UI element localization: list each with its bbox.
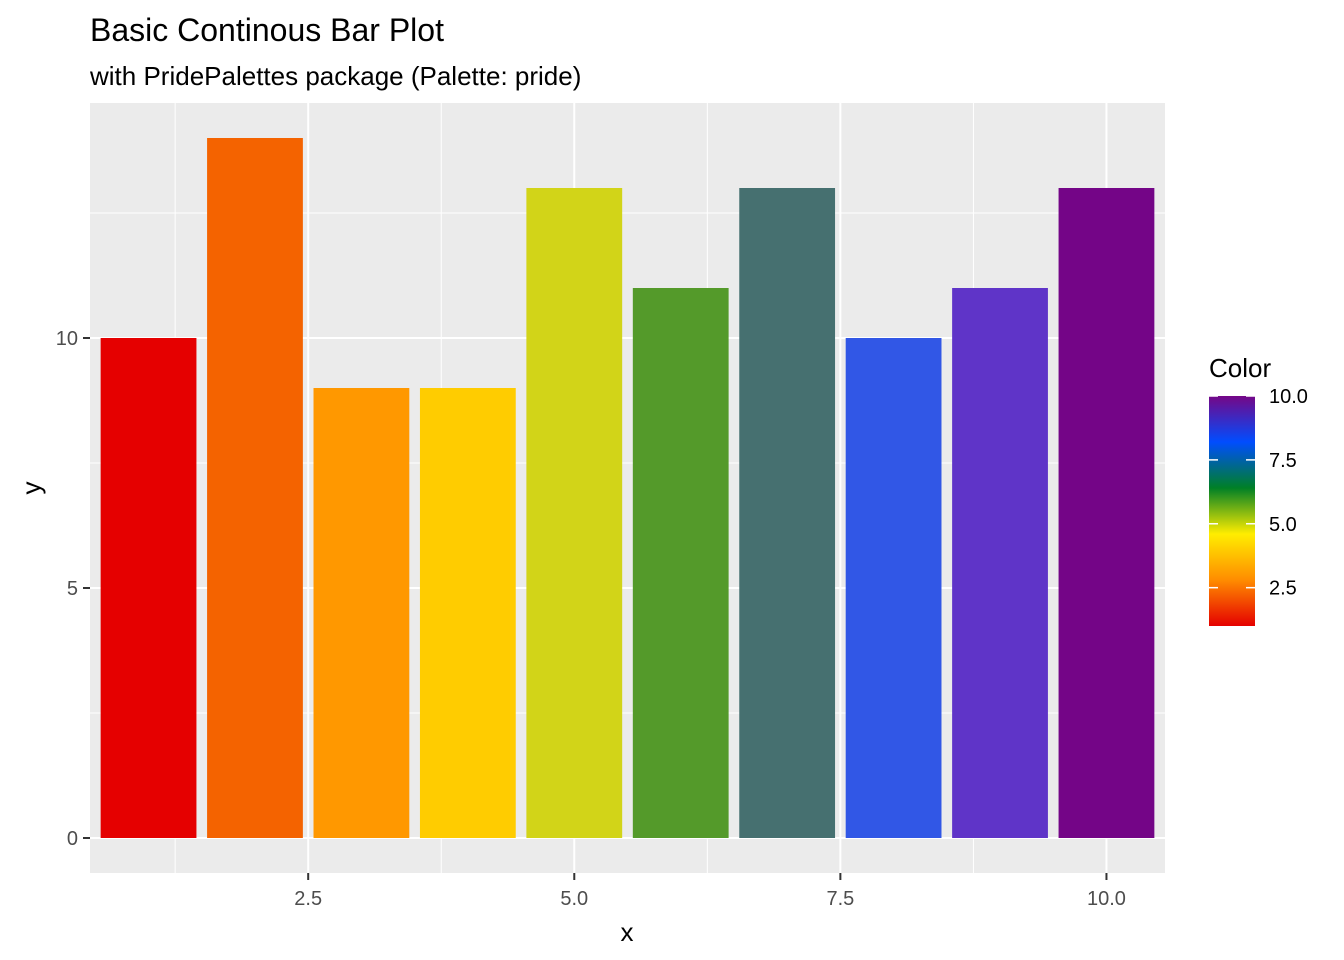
x-tick-label: 10.0 (1087, 888, 1126, 910)
x-axis: 2.5 5.0 7.5 10.0 (294, 873, 1126, 910)
x-tick-label: 2.5 (294, 888, 322, 910)
legend-tick-label: 7.5 (1269, 450, 1297, 472)
x-axis-title: x (621, 917, 634, 947)
bar-3 (313, 388, 410, 838)
bar-5 (526, 188, 623, 838)
legend-tick-label: 10.0 (1269, 386, 1308, 408)
y-tick-label: 0 (67, 828, 78, 850)
legend-ticks: 2.5 5.0 7.5 10.0 (1209, 386, 1308, 600)
bar-10 (1058, 188, 1155, 838)
bar-4 (419, 388, 516, 838)
legend-tick-label: 5.0 (1269, 514, 1297, 536)
chart-subtitle: with PridePalettes package (Palette: pri… (89, 61, 581, 91)
x-tick-label: 5.0 (560, 888, 588, 910)
chart-title: Basic Continous Bar Plot (90, 12, 444, 48)
legend-colorbar (1209, 396, 1255, 626)
color-legend: Color 2.5 5.0 7.5 10.0 (1209, 353, 1308, 626)
bar-series (100, 138, 1155, 838)
y-axis: 0 5 10 (56, 328, 90, 850)
legend-tick-label: 2.5 (1269, 578, 1297, 600)
legend-title: Color (1209, 353, 1271, 383)
bar-6 (632, 288, 729, 838)
y-tick-label: 10 (56, 328, 78, 350)
y-axis-title: y (16, 482, 46, 495)
bar-7 (739, 188, 836, 838)
bar-1 (100, 338, 197, 838)
bar-9 (952, 288, 1048, 838)
bar-8 (845, 338, 942, 838)
x-tick-label: 7.5 (826, 888, 854, 910)
y-tick-label: 5 (67, 578, 78, 600)
bar-2 (207, 138, 303, 838)
